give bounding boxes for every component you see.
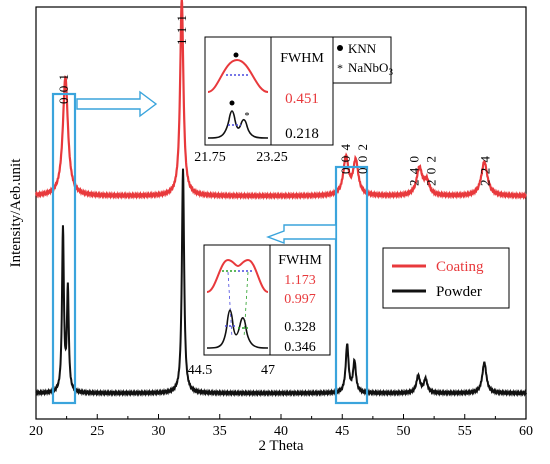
inset-top-powder-nanbo-marker: *	[245, 111, 250, 122]
inset-bottom: FWHM 1.173 0.997 0.328 0.346 44.5 47	[188, 244, 331, 378]
inset-bottom-coating-value-2: 0.997	[284, 292, 316, 307]
highlight-box-001	[51, 92, 77, 405]
x-tick-label: 35	[213, 424, 227, 439]
inset-bottom-coating-value-1: 1.173	[284, 273, 316, 288]
key-knn-marker	[337, 45, 343, 51]
inset-bottom-guide-2	[243, 271, 249, 339]
inset-top-range-end: 23.25	[256, 150, 288, 165]
inset-bottom-powder-value-2: 0.346	[284, 340, 316, 355]
x-tick-label: 40	[274, 424, 288, 439]
key-nanbo-marker: *	[337, 61, 343, 75]
legend-label-coating: Coating	[436, 259, 484, 275]
x-axis-label: 2 Theta	[258, 438, 303, 454]
inset-top-range-start: 21.75	[194, 150, 226, 165]
inset-top-key-box	[332, 36, 392, 84]
inset-bottom-powder-value-1: 0.328	[284, 320, 316, 335]
peak-label-240: 2 4 0	[407, 155, 422, 186]
legend-box	[382, 247, 510, 309]
peak-label-202: 2 0 2	[424, 155, 439, 186]
x-tick-label: 30	[152, 424, 166, 439]
x-tick-label: 60	[519, 424, 533, 439]
inset-bottom-coating-curve	[206, 258, 269, 293]
inset-bottom-heading: FWHM	[278, 253, 322, 268]
x-tick-label: 50	[397, 424, 411, 439]
peak-label-002: 0 0 2	[355, 143, 370, 174]
series-line-powder	[35, 168, 527, 398]
x-tick-label: 45	[335, 424, 349, 439]
highlight-box-004-002	[334, 165, 369, 405]
inset-bottom-range-start: 44.5	[188, 363, 213, 378]
inset-top-heading: FWHM	[280, 51, 324, 66]
inset-top-powder-value: 0.218	[285, 126, 319, 142]
peak-label-224: 2 2 4	[478, 155, 493, 186]
key-nanbo-label: NaNbO3	[348, 60, 393, 77]
inset-bottom-value-box	[269, 244, 331, 356]
inset-bottom-plot	[203, 244, 271, 356]
arrow-to-bottom-inset	[266, 224, 337, 245]
inset-bottom-powder-curve	[206, 309, 269, 349]
legend-label-powder: Powder	[436, 284, 482, 300]
inset-top-coating-curve	[207, 58, 269, 93]
key-knn-label: KNN	[348, 41, 377, 56]
inset-top-coating-value: 0.451	[285, 91, 319, 107]
x-tick-label: 25	[90, 424, 104, 439]
key-nanbo-text: NaNbO	[348, 60, 388, 75]
y-axis-label: Intensity/Aeb.unit	[8, 158, 24, 268]
key-nanbo-subscript: 3	[388, 67, 393, 77]
legend: Coating Powder	[382, 247, 510, 309]
arrow-to-top-inset	[76, 90, 158, 118]
inset-top-coating-knn-marker	[233, 52, 239, 58]
inset-bottom-guide-1	[227, 271, 233, 339]
inset-top-powder-knn-marker	[229, 100, 235, 106]
inset-top-powder-curve	[207, 110, 269, 139]
peak-label-004: 0 0 4	[338, 143, 353, 174]
series-line-coating	[34, 0, 527, 201]
peak-label-001: 0 0 1	[56, 73, 71, 104]
x-tick-label: 20	[29, 424, 43, 439]
peak-label-111: 1 1 1	[174, 14, 189, 45]
inset-bottom-range-end: 47	[261, 363, 275, 378]
inset-top: * FWHM 0.451 0.218 21.75 23.25 KNN * NaN…	[194, 36, 393, 165]
x-tick-label: 55	[458, 424, 472, 439]
inset-top-value-box	[270, 36, 334, 146]
